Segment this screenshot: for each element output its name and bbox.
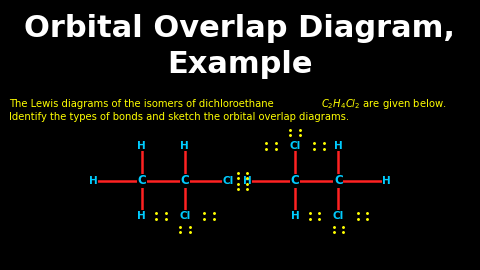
Text: H: H bbox=[243, 176, 252, 186]
Text: The Lewis diagrams of the isomers of dichloroethane: The Lewis diagrams of the isomers of dic… bbox=[9, 99, 276, 109]
Text: H: H bbox=[334, 141, 343, 151]
Text: H: H bbox=[180, 141, 189, 151]
Text: Example: Example bbox=[167, 50, 313, 79]
Text: Cl: Cl bbox=[179, 211, 191, 221]
Text: H: H bbox=[137, 211, 146, 221]
Text: Cl: Cl bbox=[333, 211, 344, 221]
Text: H: H bbox=[137, 141, 146, 151]
Text: Orbital Overlap Diagram,: Orbital Overlap Diagram, bbox=[24, 14, 456, 43]
Text: C: C bbox=[334, 174, 343, 187]
Text: H: H bbox=[291, 211, 300, 221]
Text: Cl: Cl bbox=[222, 176, 234, 186]
Text: C: C bbox=[291, 174, 300, 187]
Text: H: H bbox=[382, 176, 391, 186]
Text: Identify the types of bonds and sketch the orbital overlap diagrams.: Identify the types of bonds and sketch t… bbox=[9, 112, 349, 123]
Text: C: C bbox=[137, 174, 146, 187]
Text: H: H bbox=[89, 176, 98, 186]
Text: C: C bbox=[180, 174, 189, 187]
Text: $\mathit{C_2H_4Cl_2}$ are given below.: $\mathit{C_2H_4Cl_2}$ are given below. bbox=[321, 97, 446, 111]
Text: Cl: Cl bbox=[289, 141, 301, 151]
